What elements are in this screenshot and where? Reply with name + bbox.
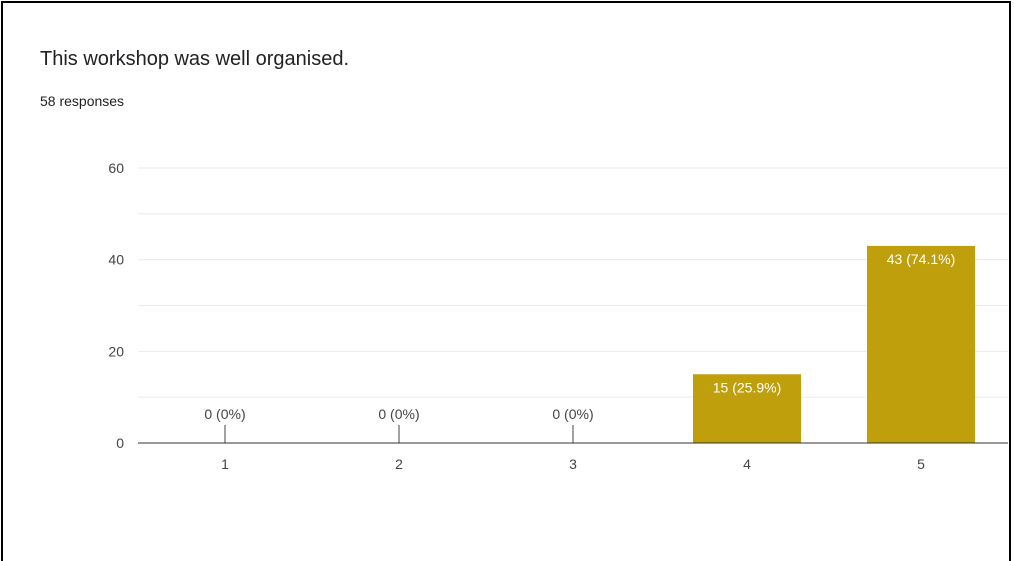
x-tick-label: 1 [221, 456, 229, 472]
data-label: 15 (25.9%) [713, 379, 781, 395]
data-labels: 0 (0%) 0 (0%) 0 (0%) 15 (25.9%) 43 (74.1%) [204, 251, 955, 443]
bar [867, 245, 975, 443]
data-label: 0 (0%) [552, 406, 593, 422]
y-tick-label: 60 [108, 160, 124, 176]
axes: 0 20 40 60 1 2 3 4 5 [108, 160, 1008, 472]
response-count: 58 responses [40, 93, 125, 109]
x-tick-label: 4 [743, 456, 751, 472]
bars [693, 245, 975, 443]
x-tick-label: 3 [569, 456, 577, 472]
question-title: This workshop was well organised. [40, 48, 350, 70]
gridlines [138, 167, 1008, 398]
data-label: 0 (0%) [378, 406, 419, 422]
y-tick-label: 20 [108, 343, 124, 359]
x-tick-label: 2 [395, 456, 403, 472]
y-tick-label: 0 [116, 435, 124, 451]
y-tick-label: 40 [108, 252, 124, 268]
data-label: 43 (74.1%) [887, 251, 955, 267]
data-label: 0 (0%) [204, 406, 245, 422]
bar-chart: 0 (0%) 0 (0%) 0 (0%) 15 (25.9%) 43 (74.1%) 0… [108, 160, 1008, 472]
bar [693, 374, 801, 443]
x-tick-label: 5 [917, 456, 925, 472]
